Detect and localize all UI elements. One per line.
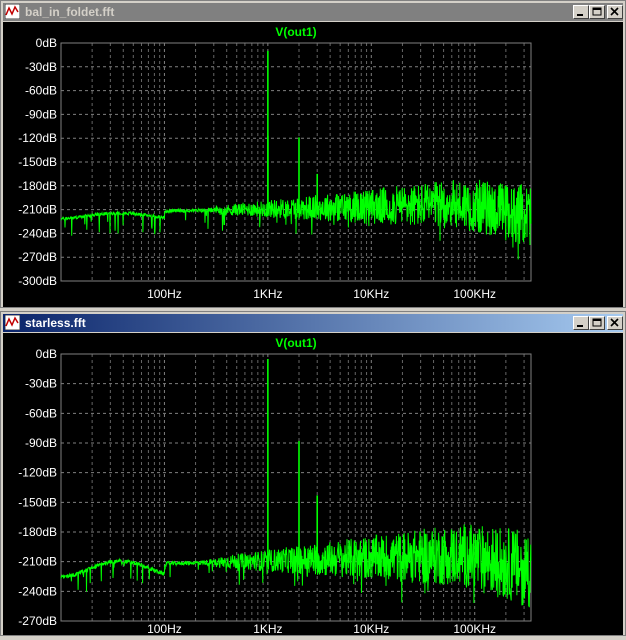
plot-area[interactable]: V(out1) 0dB -30dB -60dB -90dB -120dB -150dB -18… <box>3 333 625 636</box>
window-title: starless.fft <box>25 316 86 330</box>
noise-floor-trace <box>60 524 532 608</box>
y-tick-label: -60dB <box>25 84 57 98</box>
plot-area[interactable]: V(out1) 0dB -30dB -60dB -90dB -120dB -150dB -18… <box>3 22 623 307</box>
minimize-button[interactable] <box>573 5 589 19</box>
x-tick-label: 1KHz <box>253 287 282 301</box>
close-icon <box>610 7 619 16</box>
noise-floor-trace <box>60 179 532 260</box>
y-tick-label: -240dB <box>18 226 57 240</box>
trace-label[interactable]: V(out1) <box>275 25 316 39</box>
y-tick-label: -30dB <box>25 377 57 391</box>
y-tick-label: -90dB <box>25 107 57 121</box>
window-title: bal_in_foldet.fft <box>25 5 115 19</box>
x-tick-label: 1KHz <box>253 622 282 635</box>
y-tick-label: -150dB <box>18 495 57 509</box>
waveform-icon <box>5 4 20 19</box>
y-tick-label: -300dB <box>18 274 57 288</box>
x-tick-label: 100Hz <box>147 622 182 635</box>
y-tick-label: -120dB <box>18 131 57 145</box>
x-tick-label: 100KHz <box>453 622 496 635</box>
y-tick-label: -120dB <box>18 466 57 480</box>
minimize-icon <box>577 14 583 16</box>
y-tick-label: -240dB <box>18 584 57 598</box>
x-tick-label: 100Hz <box>147 287 182 301</box>
y-tick-label: 0dB <box>36 347 57 361</box>
plot-frame <box>60 353 532 622</box>
y-tick-label: -30dB <box>25 60 57 74</box>
y-tick-label: -150dB <box>18 155 57 169</box>
waveform-icon <box>5 315 20 330</box>
y-tick-label: 0dB <box>36 36 57 50</box>
restore-icon <box>592 7 602 16</box>
restore-button[interactable] <box>589 316 605 330</box>
y-tick-label: -180dB <box>18 179 57 193</box>
x-tick-label: 10KHz <box>353 622 389 635</box>
fft-window-1[interactable]: bal_in_foldet.fft V(out1) 0dB -30dB -60dB -9… <box>0 0 626 308</box>
title-bar[interactable]: bal_in_foldet.fft <box>3 3 623 21</box>
plot-frame <box>60 42 532 282</box>
restore-icon <box>592 318 602 327</box>
title-bar[interactable]: starless.fft <box>3 314 623 332</box>
y-tick-label: -60dB <box>25 406 57 420</box>
x-tick-label: 100KHz <box>453 287 496 301</box>
close-button[interactable] <box>607 5 623 19</box>
y-tick-label: -270dB <box>18 250 57 264</box>
close-button[interactable] <box>607 316 623 330</box>
y-tick-label: -210dB <box>18 203 57 217</box>
y-tick-label: -180dB <box>18 525 57 539</box>
x-tick-label: 10KHz <box>353 287 389 301</box>
fft-plot[interactable]: V(out1) 0dB -30dB -60dB -90dB -120dB -150dB -18… <box>3 333 625 636</box>
minimize-button[interactable] <box>573 316 589 330</box>
y-tick-label: -270dB <box>18 614 57 628</box>
close-icon <box>610 318 619 327</box>
trace-label[interactable]: V(out1) <box>275 336 316 350</box>
fft-window-2[interactable]: starless.fft V(out1) 0dB -30dB -60dB -90dB -1… <box>0 311 626 636</box>
restore-button[interactable] <box>589 5 605 19</box>
y-tick-label: -210dB <box>18 555 57 569</box>
fft-plot[interactable]: V(out1) 0dB -30dB -60dB -90dB -120dB -150dB -18… <box>3 22 625 307</box>
y-tick-label: -90dB <box>25 436 57 450</box>
minimize-icon <box>577 325 583 327</box>
